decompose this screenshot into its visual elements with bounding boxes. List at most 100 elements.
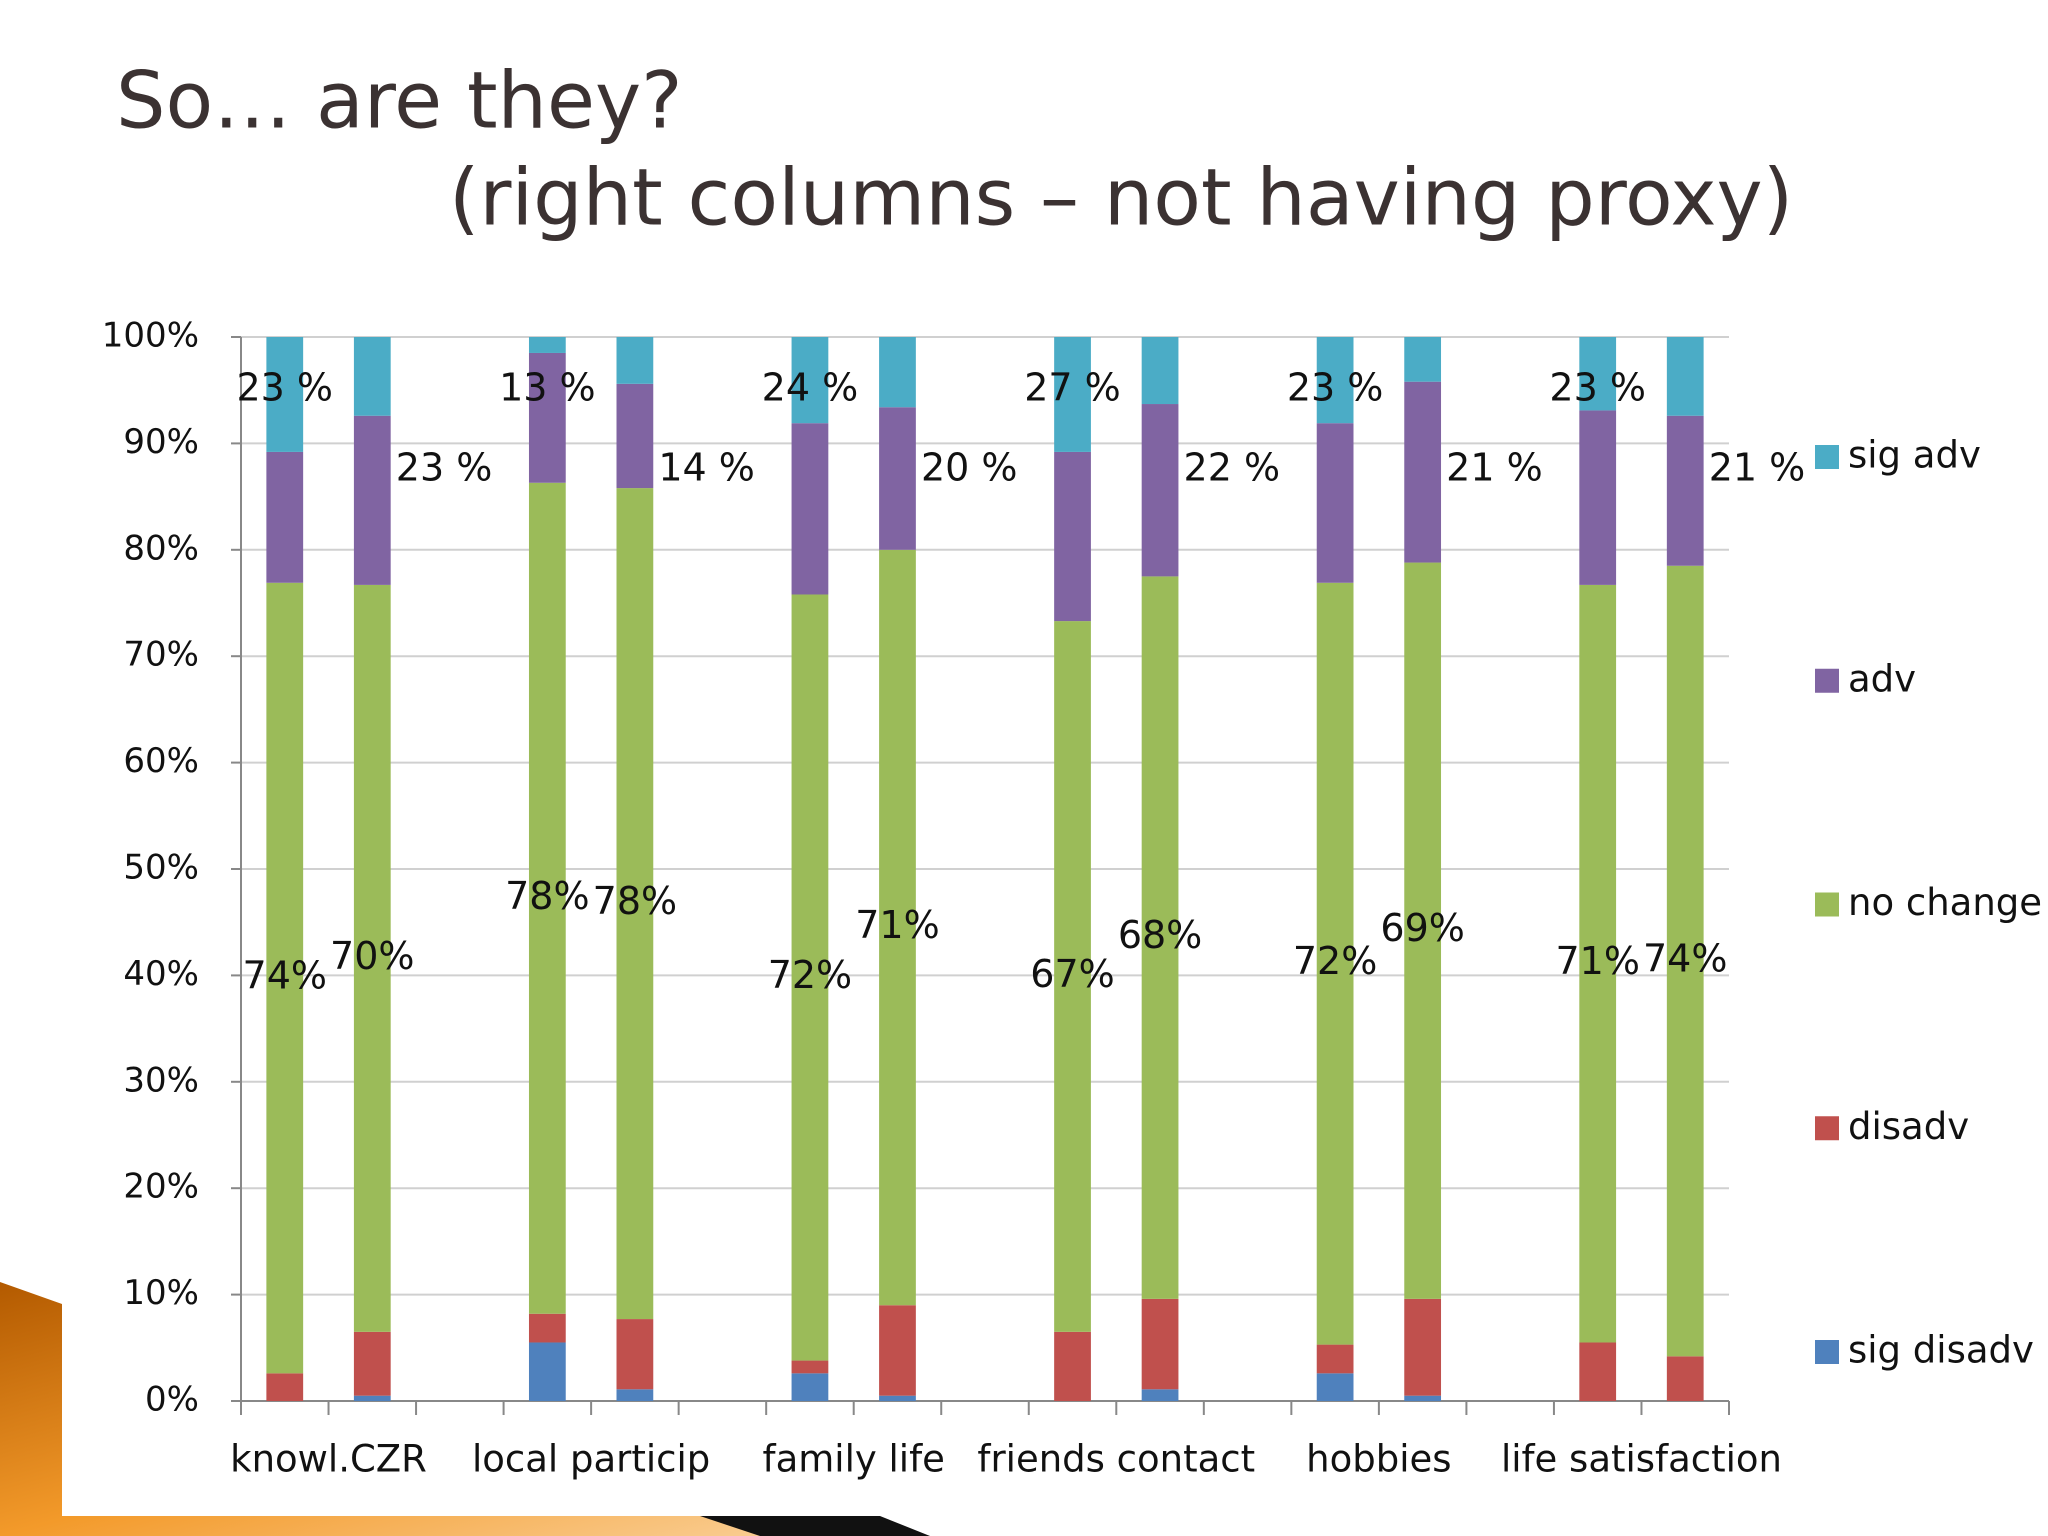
bar-segment bbox=[1579, 410, 1617, 585]
bar-segment bbox=[616, 337, 654, 384]
bar-segment bbox=[528, 337, 566, 353]
bar-segment bbox=[1141, 404, 1179, 577]
legend-label: no change bbox=[1848, 881, 2042, 924]
decoration-arrow bbox=[700, 1516, 930, 1536]
bar-segment bbox=[616, 488, 654, 1320]
y-tick-label: 20% bbox=[123, 1167, 199, 1207]
bar-segment bbox=[528, 1313, 566, 1343]
bar-segment bbox=[791, 1373, 829, 1401]
bar-segment bbox=[1404, 337, 1442, 382]
annotation: 21 % bbox=[1446, 446, 1543, 490]
x-tick-label: life satisfaction bbox=[1501, 1438, 1782, 1481]
bar-segment bbox=[879, 1395, 916, 1401]
bar-segment bbox=[1316, 423, 1354, 583]
x-tick-label: family life bbox=[763, 1438, 945, 1481]
bar-segment bbox=[1141, 1298, 1179, 1390]
data-label: 74% bbox=[1643, 937, 1727, 981]
y-tick-label: 50% bbox=[123, 848, 199, 888]
bar-segment bbox=[791, 594, 829, 1361]
annotation: 23 % bbox=[236, 366, 333, 410]
y-tick-label: 40% bbox=[123, 954, 199, 994]
legend-swatch bbox=[1815, 1116, 1839, 1141]
x-tick-label: local particip bbox=[472, 1438, 710, 1481]
bar-segment bbox=[353, 337, 391, 416]
bar-segment bbox=[1579, 584, 1617, 1343]
bar-segment bbox=[1316, 1344, 1354, 1374]
y-tick-label: 30% bbox=[123, 1060, 199, 1100]
x-tick-label: friends contact bbox=[977, 1438, 1255, 1481]
bar-segment bbox=[616, 383, 654, 489]
bar-segment bbox=[879, 1305, 916, 1396]
bar-segment bbox=[1579, 337, 1617, 411]
bar-segment bbox=[266, 451, 304, 583]
bar-segment bbox=[1404, 562, 1442, 1299]
bar-segment bbox=[879, 549, 916, 1306]
bar-segment bbox=[1404, 381, 1442, 563]
annotation: 24 % bbox=[762, 366, 859, 410]
bar-segment bbox=[528, 482, 566, 1314]
annotation: 14 % bbox=[658, 446, 755, 490]
legend-swatch bbox=[1815, 445, 1839, 469]
annotation: 13 % bbox=[499, 366, 596, 410]
bar-segment bbox=[1404, 1395, 1442, 1401]
bar-segment bbox=[528, 1342, 566, 1401]
data-label: 71% bbox=[855, 903, 939, 947]
data-label: 78% bbox=[505, 874, 589, 918]
bar-segment bbox=[353, 1331, 391, 1396]
bar-segment bbox=[266, 1373, 304, 1401]
bar-segment bbox=[353, 1395, 391, 1401]
annotation: 23 % bbox=[396, 446, 493, 490]
y-tick-label: 10% bbox=[123, 1273, 199, 1313]
bar-segment bbox=[1666, 565, 1704, 1357]
bar-segment bbox=[1404, 1298, 1442, 1396]
bar-segment bbox=[791, 423, 829, 595]
bar-segment bbox=[353, 584, 391, 1332]
bar-segment bbox=[1054, 621, 1091, 1332]
data-label: 68% bbox=[1118, 913, 1202, 957]
bar-segment bbox=[528, 352, 566, 483]
bar-segment bbox=[1579, 1342, 1617, 1401]
y-tick-label: 60% bbox=[123, 741, 199, 781]
y-tick-label: 70% bbox=[123, 635, 199, 675]
data-label: 70% bbox=[330, 934, 414, 978]
bar-segment bbox=[1316, 582, 1354, 1345]
annotation: 20 % bbox=[921, 446, 1018, 490]
annotation: 23 % bbox=[1287, 366, 1384, 410]
bar-segment bbox=[1666, 337, 1704, 416]
bar-segment bbox=[616, 1319, 654, 1390]
bar-segment bbox=[266, 337, 304, 452]
decoration bbox=[0, 1282, 930, 1536]
data-label: 72% bbox=[768, 953, 852, 997]
slide-subtitle: (right columns – not having proxy) bbox=[449, 153, 1793, 243]
bar-segment bbox=[1141, 1389, 1179, 1401]
y-tick-label: 90% bbox=[123, 422, 199, 462]
y-tick-label: 0% bbox=[145, 1380, 199, 1420]
legend-swatch bbox=[1815, 892, 1839, 917]
legend-swatch bbox=[1815, 1340, 1839, 1364]
data-label: 74% bbox=[243, 954, 327, 998]
annotation: 21 % bbox=[1709, 446, 1806, 490]
x-tick-label: hobbies bbox=[1306, 1438, 1451, 1481]
bar-segment bbox=[879, 337, 916, 408]
legend-label: adv bbox=[1848, 657, 1916, 700]
annotation: 23 % bbox=[1549, 366, 1646, 410]
legend-swatch bbox=[1815, 668, 1839, 693]
bar-segment bbox=[1141, 337, 1179, 405]
bar-segment bbox=[1316, 1373, 1354, 1401]
y-tick-label: 100% bbox=[102, 316, 199, 356]
bar-segment bbox=[1666, 1356, 1704, 1401]
bar-segment bbox=[1054, 451, 1091, 622]
bar-segment bbox=[879, 407, 916, 550]
bar-segment bbox=[1054, 1331, 1091, 1401]
data-label: 72% bbox=[1293, 939, 1377, 983]
bar-segment bbox=[353, 415, 391, 585]
legend-label: sig adv bbox=[1848, 434, 1981, 477]
bar-segment bbox=[1666, 415, 1704, 566]
data-label: 78% bbox=[593, 879, 677, 923]
data-label: 67% bbox=[1030, 952, 1114, 996]
bar-segment bbox=[266, 582, 304, 1374]
annotation: 22 % bbox=[1184, 446, 1281, 490]
bar-segment bbox=[1054, 337, 1091, 452]
x-tick-label: knowl.CZR bbox=[230, 1438, 427, 1481]
